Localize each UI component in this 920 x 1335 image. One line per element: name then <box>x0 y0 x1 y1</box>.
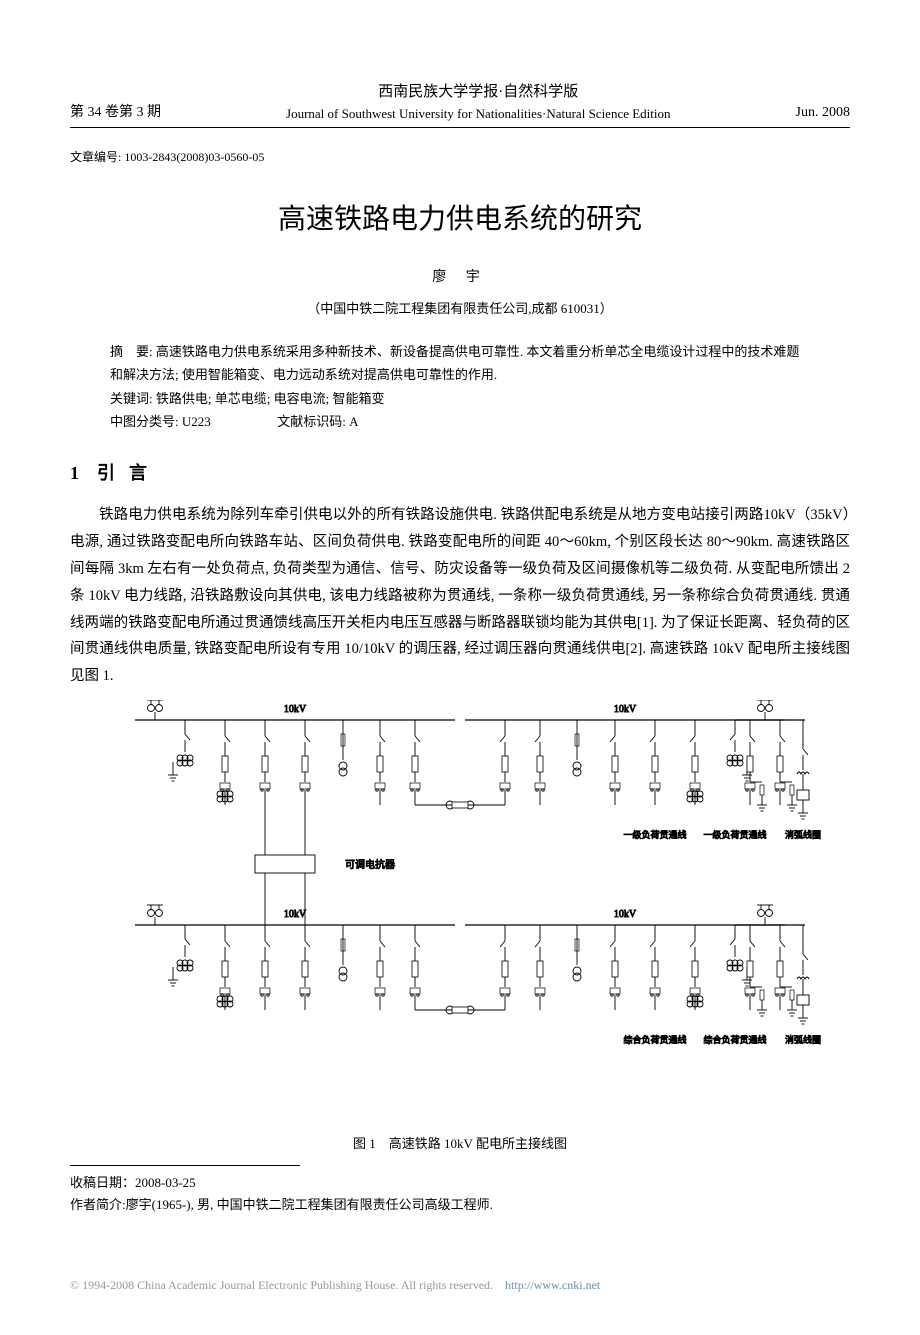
footnote-separator <box>70 1165 300 1166</box>
fig-label-regulator: 可调电抗器 <box>345 858 395 871</box>
section-1-body: 铁路电力供电系统为除列车牵引供电以外的所有铁路设施供电. 铁路供配电系统是从地方… <box>70 502 850 690</box>
journal-name-en: Journal of Southwest University for Nati… <box>161 104 796 125</box>
journal-name-cn: 西南民族大学学报·自然科学版 <box>161 80 796 104</box>
fig-label-arc1: 消弧线圈 <box>785 829 821 840</box>
volume-issue: 第 34 卷第 3 期 <box>70 102 161 124</box>
fig-label-line1a: 一级负荷贯通线 <box>623 829 686 840</box>
received-label: 收稿日期： <box>70 1175 135 1190</box>
copyright-link[interactable]: http://www.cnki.net <box>505 1278 600 1292</box>
author-intro-text: 廖宇(1965-), 男, 中国中铁二院工程集团有限责任公司高级工程师. <box>126 1197 493 1212</box>
keywords-text: 铁路供电; 单芯电缆; 电容电流; 智能箱变 <box>156 391 385 406</box>
fig-label-line2b: 综合负荷贯通线 <box>703 1034 766 1045</box>
abstract-block: 摘 要: 高速铁路电力供电系统采用多种新技术、新设备提高供电可靠性. 本文着重分… <box>110 340 810 434</box>
clc-label: 中图分类号: <box>110 414 179 429</box>
fig-label-10kv-top-left: 10kV <box>284 704 307 715</box>
fig-label-10kv-bot-right: 10kV <box>614 909 637 920</box>
figure-1: 10kV 10kV <box>70 700 850 1155</box>
figure-1-diagram: 10kV 10kV <box>95 700 825 1130</box>
doc-code-value: A <box>349 414 358 429</box>
author-name: 廖 宇 <box>70 267 850 289</box>
page-header: 第 34 卷第 3 期 西南民族大学学报·自然科学版 Journal of So… <box>70 80 850 128</box>
clc-value: U223 <box>182 414 211 429</box>
abstract-label: 摘 要: <box>110 344 153 359</box>
doc-code-label: 文献标识码: <box>277 414 346 429</box>
section-num: 1 <box>70 463 79 483</box>
fig-label-10kv-bot-left: 10kV <box>284 909 307 920</box>
keywords-label: 关键词: <box>110 391 153 406</box>
fig-label-10kv-top-right: 10kV <box>614 704 637 715</box>
publication-date: Jun. 2008 <box>796 102 850 124</box>
article-id: 文章编号: 1003-2843(2008)03-0560-05 <box>70 148 850 167</box>
fig-label-arc2: 消弧线圈 <box>785 1034 821 1045</box>
author-intro-label: 作者简介: <box>70 1197 126 1212</box>
author-affiliation: （中国中铁二院工程集团有限责任公司,成都 610031） <box>70 299 850 320</box>
section-title: 引言 <box>97 463 161 483</box>
abstract-text: 高速铁路电力供电系统采用多种新技术、新设备提高供电可靠性. 本文着重分析单芯全电… <box>110 344 799 382</box>
fig-label-line2a: 综合负荷贯通线 <box>623 1034 686 1045</box>
fig-label-line1b: 一级负荷贯通线 <box>703 829 766 840</box>
received-date: 2008-03-25 <box>135 1175 196 1190</box>
footnote-received: 收稿日期：2008-03-25 <box>70 1172 850 1194</box>
article-title: 高速铁路电力供电系统的研究 <box>70 197 850 242</box>
section-1-heading: 1 引言 <box>70 459 850 488</box>
figure-1-caption: 图 1 高速铁路 10kV 配电所主接线图 <box>70 1134 850 1155</box>
footnote-author-intro: 作者简介:廖宇(1965-), 男, 中国中铁二院工程集团有限责任公司高级工程师… <box>70 1194 850 1216</box>
journal-name: 西南民族大学学报·自然科学版 Journal of Southwest Univ… <box>161 80 796 125</box>
copyright-footer: © 1994-2008 China Academic Journal Elect… <box>70 1276 850 1295</box>
copyright-text: © 1994-2008 China Academic Journal Elect… <box>70 1278 493 1292</box>
